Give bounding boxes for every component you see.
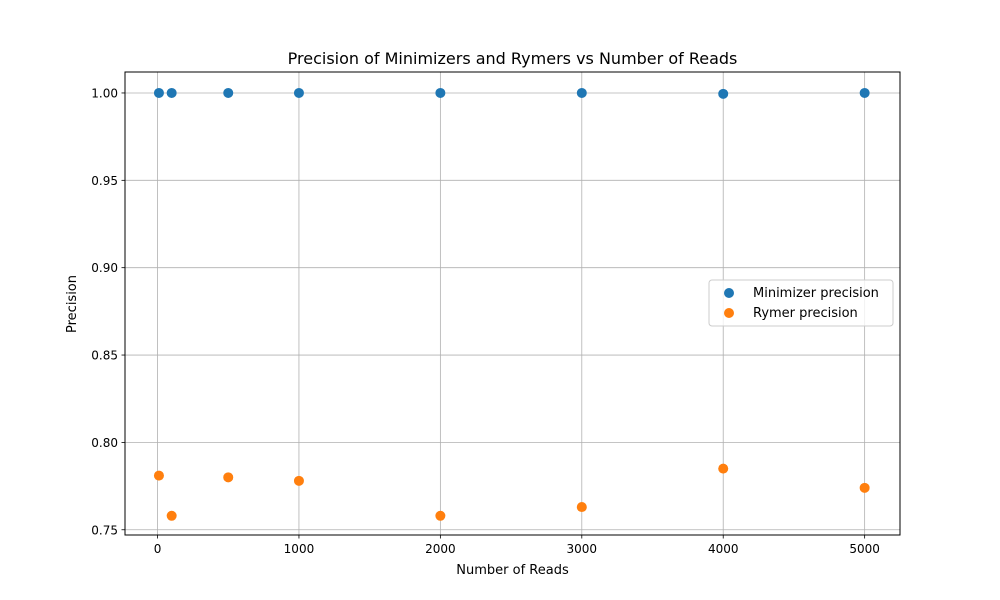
- y-tick-label: 0.80: [91, 436, 118, 450]
- legend-marker-rymer: [724, 308, 734, 318]
- grid: [125, 72, 900, 535]
- x-tick-label: 5000: [849, 542, 880, 556]
- rymer-point: [435, 510, 446, 521]
- y-tick-label: 0.95: [91, 174, 118, 188]
- rymer-point: [223, 472, 234, 483]
- rymer-point: [166, 510, 177, 521]
- legend-box: [708, 279, 894, 327]
- minimizer-point: [859, 87, 870, 98]
- rymer-point: [859, 482, 870, 493]
- y-tick-label: 1.00: [91, 86, 118, 100]
- plot-frame: [124, 71, 901, 536]
- chart-title: Precision of Minimizers and Rymers vs Nu…: [288, 49, 738, 68]
- y-tick-label: 0.75: [91, 523, 118, 537]
- x-tick-label: 2000: [425, 542, 456, 556]
- rymer-point: [718, 463, 729, 474]
- minimizer-point: [153, 87, 164, 98]
- minimizer-point: [435, 87, 446, 98]
- minimizer-point: [166, 87, 177, 98]
- legend: Minimizer precision Rymer precision: [708, 279, 894, 327]
- legend-label-rymer: Rymer precision: [753, 306, 858, 321]
- axis-ticks: 0 1000 2000 3000 4000 5000 0.75 0.80 0.85 0.90 0.9…: [91, 86, 880, 556]
- x-tick-label: 4000: [708, 542, 739, 556]
- legend-label-minimizer: Minimizer precision: [753, 286, 879, 301]
- x-tick-label: 1000: [284, 542, 315, 556]
- rymer-point: [576, 502, 587, 513]
- minimizer-point: [718, 88, 729, 99]
- rymer-point: [153, 470, 164, 481]
- x-axis-label: Number of Reads: [456, 563, 569, 578]
- y-tick-label: 0.90: [91, 261, 118, 275]
- legend-marker-minimizer: [724, 288, 734, 298]
- data-points: [153, 87, 870, 521]
- rymer-point: [293, 475, 304, 486]
- minimizer-point: [576, 87, 587, 98]
- minimizer-point: [223, 87, 234, 98]
- minimizer-point: [293, 87, 304, 98]
- y-tick-label: 0.85: [91, 349, 118, 363]
- x-tick-label: 3000: [567, 542, 598, 556]
- x-tick-label: 0: [154, 542, 162, 556]
- y-axis-label: Precision: [65, 275, 80, 333]
